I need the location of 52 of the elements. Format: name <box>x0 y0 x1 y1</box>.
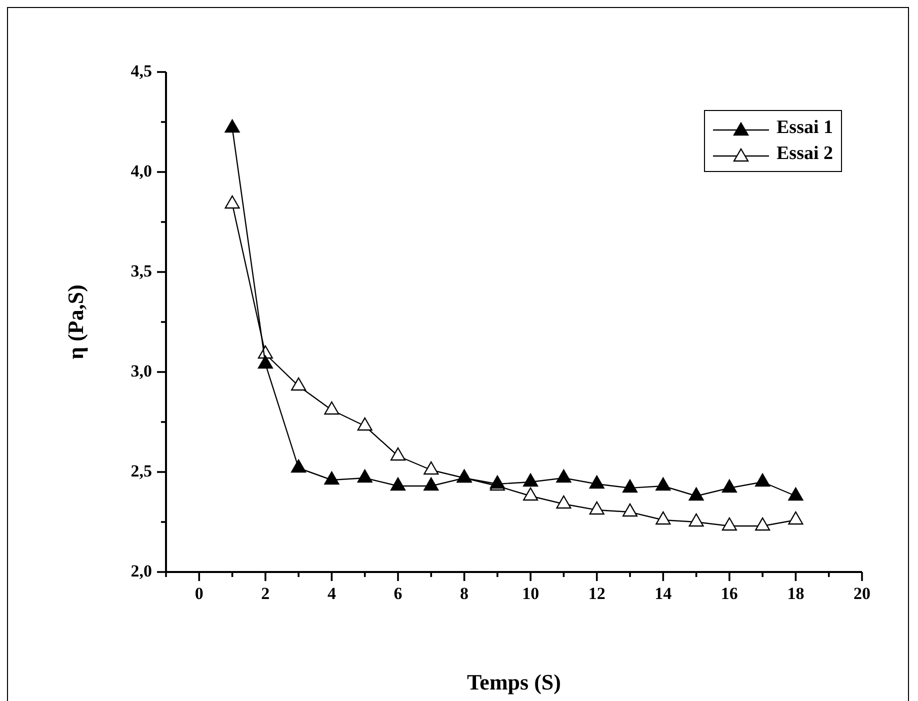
point <box>688 487 704 501</box>
x-tick-label: 20 <box>854 584 870 603</box>
point <box>324 471 340 485</box>
point <box>622 503 638 517</box>
y-tick-label: 2,5 <box>130 461 152 480</box>
y-tick-label: 4,5 <box>130 61 152 80</box>
x-tick-label: 0 <box>194 584 204 603</box>
point <box>622 479 638 493</box>
point <box>424 461 439 475</box>
point <box>656 477 671 491</box>
y-tick-label: 3,0 <box>130 361 152 380</box>
x-tick-label: 8 <box>460 584 469 603</box>
point <box>357 417 372 431</box>
y-tick-label: 3,5 <box>130 261 152 280</box>
point <box>291 377 306 391</box>
x-tick-label: 10 <box>522 584 540 603</box>
point <box>589 475 604 489</box>
point <box>722 517 737 531</box>
point <box>390 477 406 491</box>
x-tick-label: 4 <box>327 584 336 603</box>
point <box>390 447 406 461</box>
point <box>755 517 770 531</box>
point <box>523 487 538 501</box>
point <box>357 469 372 483</box>
point <box>788 487 804 501</box>
x-tick-label: 14 <box>654 584 672 603</box>
point <box>755 473 770 487</box>
x-tick-label: 2 <box>261 584 270 603</box>
point <box>291 459 306 473</box>
x-tick-label: 18 <box>787 584 804 603</box>
point <box>722 479 737 493</box>
x-axis-title: Temps (S) <box>467 669 561 694</box>
point <box>556 495 572 509</box>
point <box>424 477 439 491</box>
point <box>688 513 704 527</box>
x-tick-label: 6 <box>394 584 402 603</box>
point <box>589 501 604 515</box>
point <box>224 195 240 209</box>
legend-label: Essai 2 <box>776 143 833 165</box>
point <box>656 511 671 525</box>
x-tick-label: 16 <box>720 584 738 603</box>
point <box>523 473 538 487</box>
y-axis-title: η (Pa,S) <box>62 284 88 360</box>
point <box>324 401 340 415</box>
point <box>556 469 572 483</box>
point <box>788 511 804 525</box>
legend-label: Essai 1 <box>776 117 833 139</box>
point <box>224 119 240 133</box>
y-tick-label: 4,0 <box>130 161 152 180</box>
point <box>258 355 273 369</box>
x-tick-label: 12 <box>588 584 606 603</box>
y-tick-label: 2,0 <box>130 561 152 580</box>
